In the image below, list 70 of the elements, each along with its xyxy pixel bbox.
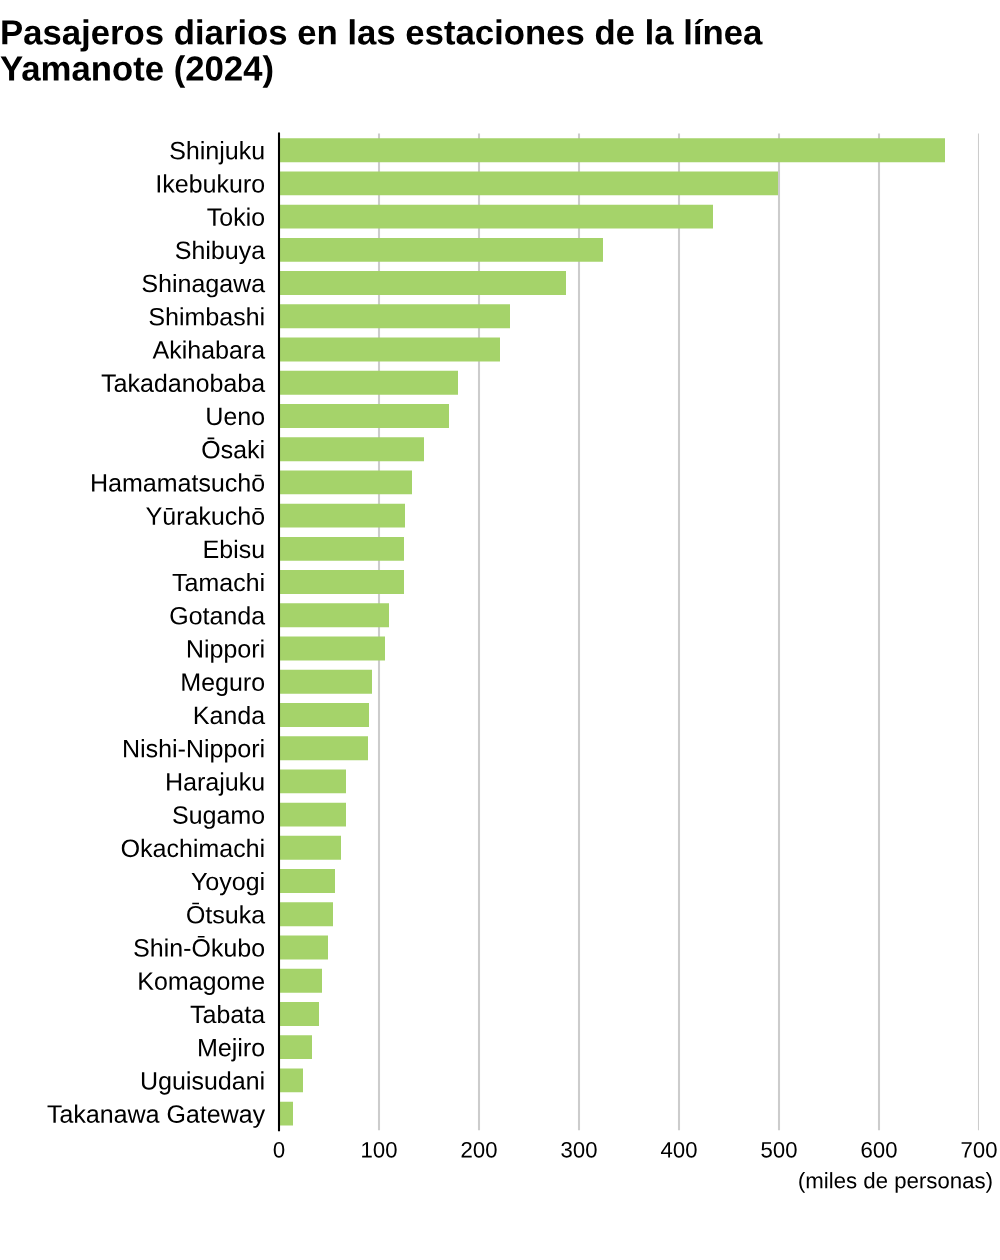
y-tick-label: Tamachi xyxy=(172,573,264,592)
y-tick-label: Takanawa Gateway xyxy=(47,1104,266,1128)
y-tick-label: Shimbashi xyxy=(149,307,264,326)
bar xyxy=(279,603,389,628)
bar xyxy=(279,536,404,561)
bar xyxy=(279,1035,312,1060)
bar xyxy=(279,935,328,960)
y-tick-label: Shin-Ōkubo xyxy=(134,935,265,957)
bar xyxy=(279,802,346,827)
bar xyxy=(279,835,341,860)
y-tick-label: Shinagawa xyxy=(142,274,266,298)
bar xyxy=(279,869,335,894)
bar xyxy=(279,403,449,428)
y-tick-label: Uguisudani xyxy=(141,1071,264,1095)
bar xyxy=(279,437,424,462)
bar xyxy=(279,171,778,196)
x-tick-label: 400 xyxy=(660,1141,697,1158)
y-tick-label: Harajuku xyxy=(167,772,264,796)
bar xyxy=(279,271,566,296)
bar xyxy=(279,138,945,163)
y-tick-label: Nishi-Nippori xyxy=(124,739,264,763)
y-tick-label: Ikebukuro xyxy=(157,174,265,193)
y-tick-label: Komagome xyxy=(139,972,265,995)
bar xyxy=(279,968,322,993)
bar xyxy=(279,769,346,794)
y-tick-label: Akihabara xyxy=(152,340,266,359)
y-tick-label: Nippori xyxy=(187,639,264,663)
y-tick-label: Yūrakuchō xyxy=(146,506,265,525)
y-tick-label: Okachimachi xyxy=(121,838,264,858)
y-tick-label: Hamamatsuchō xyxy=(92,473,265,492)
bar xyxy=(279,736,368,761)
y-tick-label: Tabata xyxy=(190,1004,266,1024)
bar xyxy=(279,636,385,661)
x-tick-label: 600 xyxy=(861,1141,897,1158)
bar xyxy=(279,669,372,694)
x-tick-label: 200 xyxy=(461,1141,497,1158)
y-tick-label: Ebisu xyxy=(204,539,264,559)
bar xyxy=(279,570,404,595)
bar xyxy=(279,370,458,395)
chart-title: Pasajeros diarios en las estaciones de la línea Yamanote (2024) xyxy=(0,18,763,88)
x-tick-label: 500 xyxy=(761,1141,797,1158)
bar xyxy=(279,470,412,495)
y-tick-label: Kanda xyxy=(194,705,266,725)
bar xyxy=(279,337,500,362)
x-tick-label: 100 xyxy=(362,1141,397,1158)
y-tick-label: Shibuya xyxy=(175,240,266,265)
y-tick-label: Ōsaki xyxy=(202,437,264,459)
bar xyxy=(279,702,369,727)
y-tick-label: Ueno xyxy=(207,407,265,426)
y-tick-label: Shinjuku xyxy=(170,141,264,165)
x-tick-label: 300 xyxy=(561,1141,597,1158)
bar xyxy=(279,304,510,329)
y-tick-label: Meguro xyxy=(182,673,265,696)
x-tick-label: 700 xyxy=(961,1141,997,1158)
y-tick-label: Tokio xyxy=(207,207,265,226)
y-tick-label: Gotanda xyxy=(170,606,266,625)
bar xyxy=(279,1068,303,1093)
y-tick-label: Yoyogi xyxy=(191,872,264,896)
x-tick-label: 0 xyxy=(273,1141,285,1158)
y-tick-label: Mejiro xyxy=(199,1038,265,1062)
y-tick-label: Ōtsuka xyxy=(187,902,266,924)
y-tick-label: Sugamo xyxy=(173,806,265,829)
x-axis-title: (miles de personas) xyxy=(799,1172,992,1193)
bar xyxy=(279,204,713,229)
bar xyxy=(279,503,405,528)
bar xyxy=(279,1101,293,1126)
bar xyxy=(279,1001,319,1026)
bar xyxy=(279,237,603,262)
y-tick-label: Takadanobaba xyxy=(101,373,266,393)
bar xyxy=(279,902,333,927)
